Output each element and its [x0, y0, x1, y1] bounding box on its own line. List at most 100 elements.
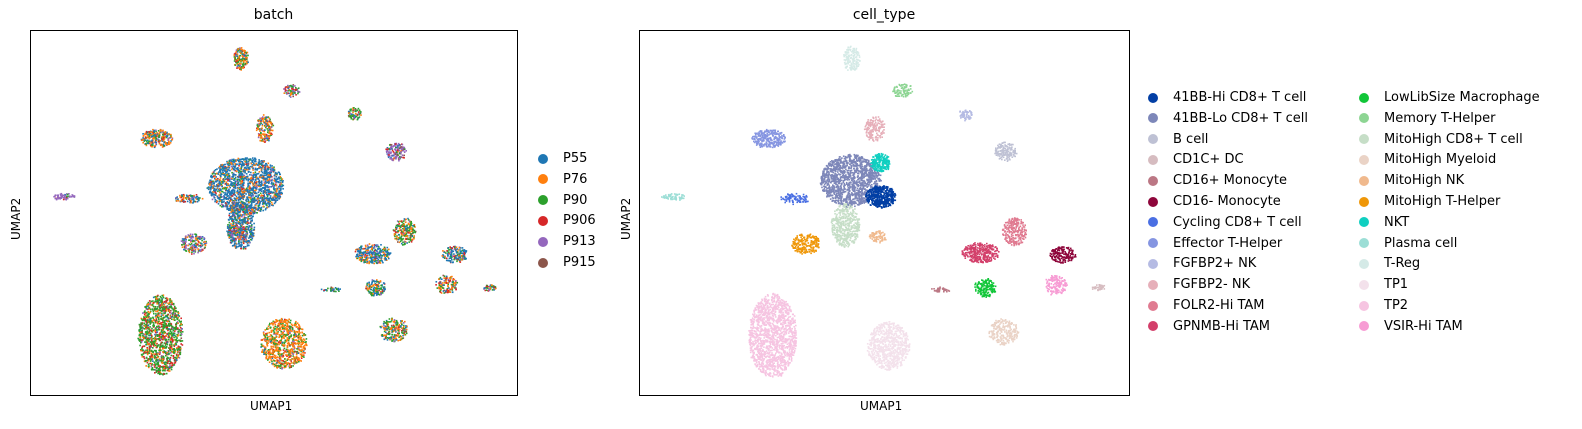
batch-point [228, 236, 230, 239]
batch-point [184, 244, 187, 246]
batch-point [221, 166, 224, 169]
batch-point [393, 154, 396, 156]
batch-point [399, 339, 401, 341]
batch-point [60, 195, 63, 197]
batch-point [349, 108, 351, 111]
batch-point [238, 192, 240, 195]
batch-point [279, 196, 282, 198]
batch-point [219, 184, 221, 187]
batch-point [237, 49, 239, 52]
batch-point [148, 137, 151, 140]
batch-point [214, 173, 217, 175]
batch-point [158, 134, 161, 137]
batch-point [267, 129, 269, 132]
batch-point [447, 251, 449, 253]
batch-point [378, 255, 381, 257]
batch-point [212, 193, 214, 196]
batch-point [393, 157, 395, 159]
batch-point [449, 246, 451, 248]
batch-point [245, 217, 247, 219]
batch-point [382, 322, 385, 325]
batch-point [247, 54, 249, 57]
batch-point [352, 114, 355, 116]
batch-point [244, 246, 247, 248]
batch-point [254, 158, 256, 160]
batch-point [276, 189, 278, 191]
batch-point [235, 201, 238, 204]
batch-point [396, 236, 398, 238]
batch-point [233, 228, 235, 231]
batch-point [383, 246, 386, 249]
batch-point [259, 207, 261, 209]
batch-point [244, 58, 246, 61]
batch-point [402, 230, 405, 233]
batch-point [225, 171, 227, 173]
batch-point [225, 169, 227, 172]
batch-point [238, 231, 241, 234]
batch-point [222, 165, 224, 167]
batch-point [397, 145, 399, 147]
batch-point [255, 204, 257, 207]
batch-point [232, 161, 234, 163]
batch-point [226, 205, 229, 208]
batch-point [459, 251, 462, 253]
batch-point [238, 170, 240, 173]
batch-point [280, 182, 283, 184]
batch-point [354, 108, 357, 110]
batch-point [451, 251, 453, 254]
batch-point [211, 191, 213, 193]
batch-point [447, 291, 449, 293]
batch-point [236, 67, 238, 69]
batch-point [236, 163, 238, 166]
batch-point [241, 181, 243, 184]
batch-point [70, 196, 73, 198]
batch-point [231, 182, 234, 185]
batch-point [387, 153, 389, 156]
batch-point [270, 182, 273, 185]
batch-point [167, 137, 169, 140]
batch-point [269, 121, 271, 124]
batch-point [246, 175, 249, 178]
batch-point [234, 174, 237, 176]
batch-point [369, 251, 371, 254]
batch-point [181, 238, 184, 240]
batch-point [247, 163, 250, 165]
batch-point [249, 197, 252, 199]
batch-point [242, 62, 245, 64]
batch-point [240, 193, 243, 196]
batch-point [233, 168, 235, 170]
batch-point [397, 156, 400, 159]
batch-point [197, 251, 199, 254]
batch-point [279, 196, 281, 199]
batch-point [155, 129, 157, 132]
batch-point [192, 197, 195, 200]
batch-point [198, 241, 201, 244]
batch-point [232, 211, 235, 214]
batch-point [382, 253, 385, 256]
batch-point [267, 174, 269, 176]
batch-point [373, 287, 375, 289]
batch-point [267, 180, 269, 183]
batch-point [402, 156, 404, 159]
batch-point [252, 193, 254, 196]
batch-point [181, 246, 184, 248]
batch-point [260, 196, 262, 198]
batch-point [272, 185, 274, 187]
batch-point [235, 219, 238, 221]
batch-point [183, 243, 185, 246]
batch-point [240, 165, 243, 168]
batch-point [240, 160, 242, 163]
batch-point [197, 237, 199, 240]
batch-point [356, 255, 359, 257]
batch-point [266, 189, 268, 191]
batch-point [57, 195, 59, 197]
batch-point [216, 172, 218, 175]
batch-point [228, 185, 231, 187]
batch-point [232, 219, 235, 221]
batch-point [197, 248, 199, 251]
batch-point [359, 112, 361, 115]
batch-point [275, 181, 277, 184]
batch-point [233, 227, 235, 230]
batch-point [167, 139, 169, 141]
batch-point [400, 151, 402, 153]
